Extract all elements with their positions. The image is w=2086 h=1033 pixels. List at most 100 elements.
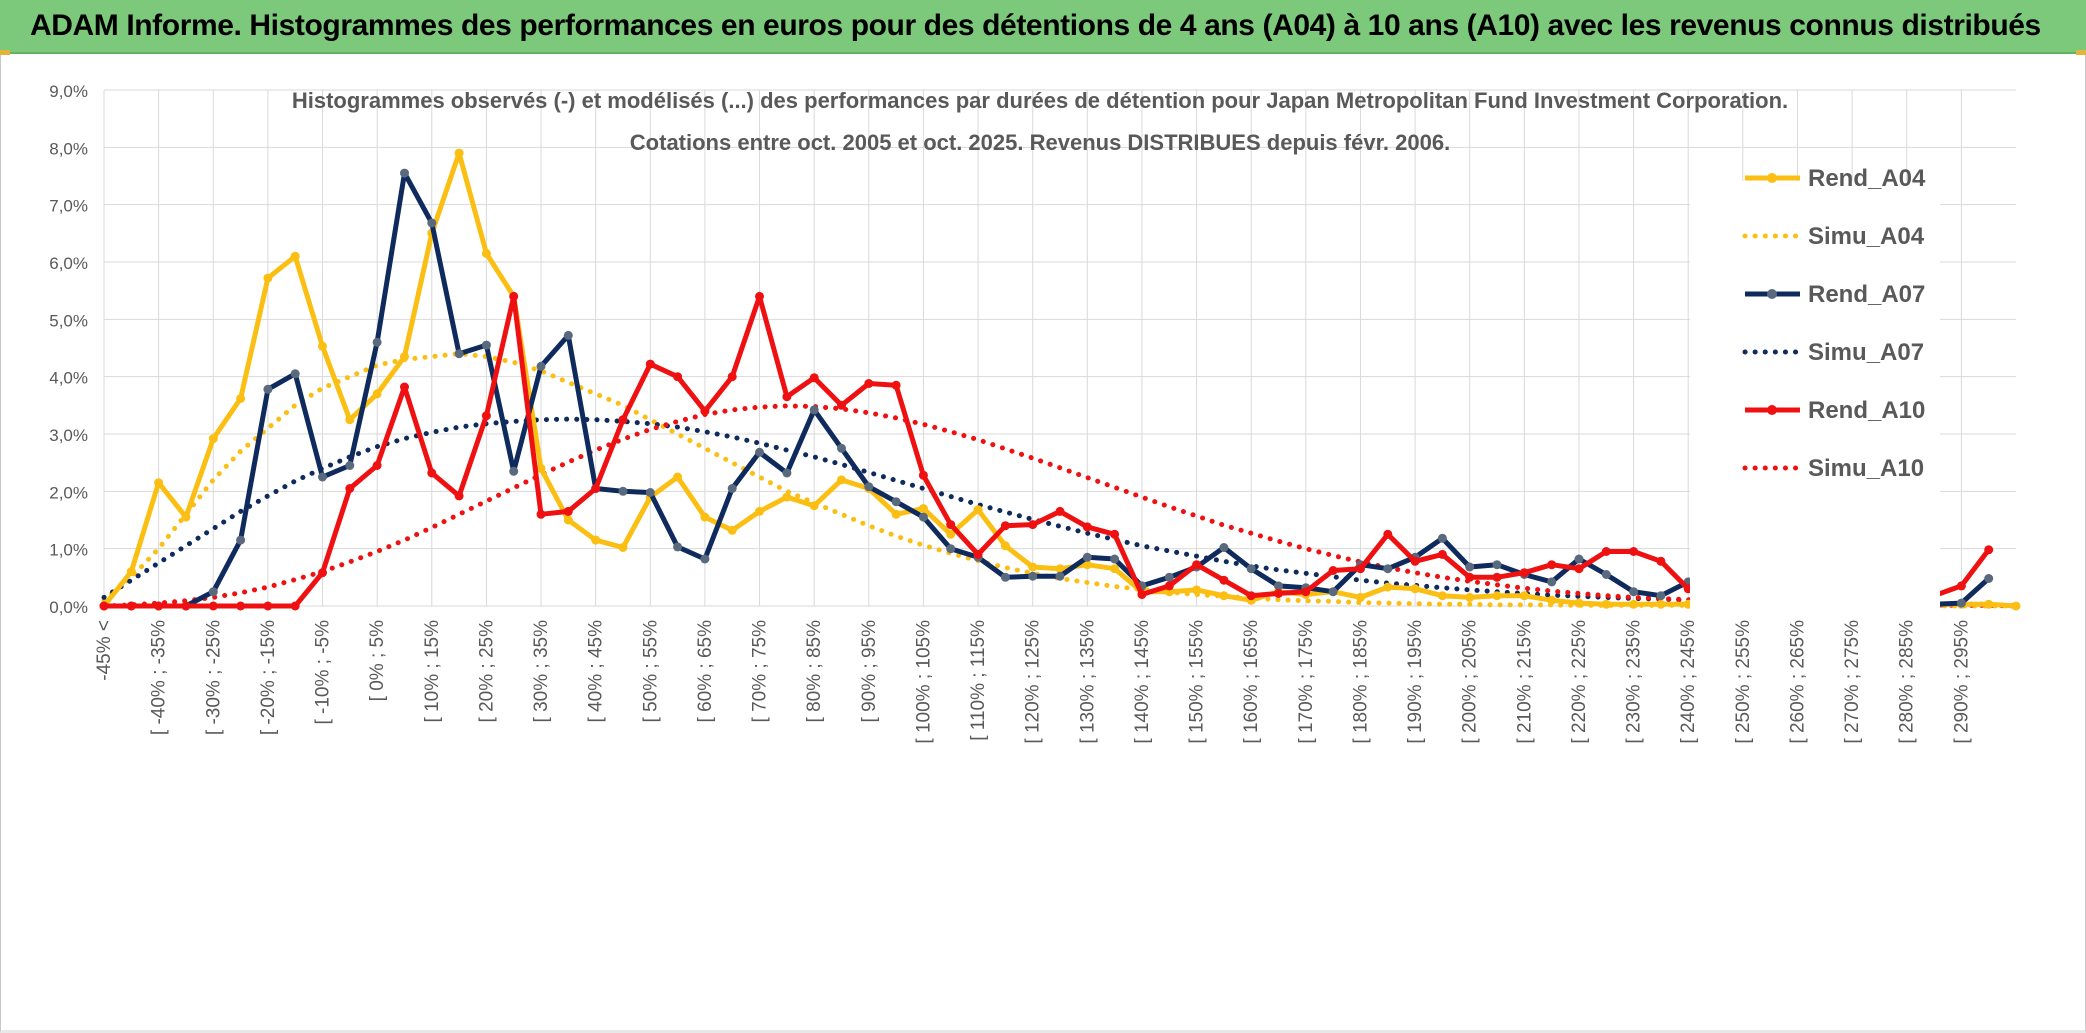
y-tick-label: 5,0% xyxy=(49,311,88,330)
chart-title-line1: Histogrammes observés (-) et modélisés (… xyxy=(292,88,1788,113)
data-point-rend-a10 xyxy=(1465,572,1475,582)
x-tick-label: [ 90% ; 95% xyxy=(859,620,880,723)
data-point-rend-a10 xyxy=(645,359,655,369)
data-point-rend-a04 xyxy=(727,525,737,535)
data-point-rend-a04 xyxy=(126,567,136,577)
y-tick-label: 3,0% xyxy=(49,426,88,445)
x-tick-label: [ 150% ; 155% xyxy=(1187,620,1208,744)
data-point-rend-a07 xyxy=(263,384,273,394)
data-point-rend-a07 xyxy=(1028,571,1038,581)
data-point-rend-a07 xyxy=(481,340,491,350)
data-point-rend-a10 xyxy=(946,520,956,530)
data-point-rend-a04 xyxy=(236,394,246,403)
data-point-rend-a07 xyxy=(918,512,928,522)
x-tick-label: [ 120% ; 125% xyxy=(1023,620,1044,744)
data-point-rend-a04 xyxy=(1601,599,1611,609)
x-tick-label: [ 100% ; 105% xyxy=(913,620,934,744)
x-tick-label: [ -30% ; -25% xyxy=(203,620,224,735)
x-tick-label: [ 110% ; 115% xyxy=(968,620,989,741)
data-point-rend-a07 xyxy=(1055,571,1065,581)
data-point-rend-a10 xyxy=(1328,566,1338,575)
data-point-rend-a07 xyxy=(1437,533,1447,543)
data-point-rend-a04 xyxy=(400,352,409,362)
x-tick-label: [ 140% ; 145% xyxy=(1132,620,1153,744)
data-point-rend-a07 xyxy=(700,554,710,564)
data-point-rend-a07 xyxy=(1219,543,1229,552)
y-tick-label: 0,0% xyxy=(49,598,88,617)
x-tick-label: [ 220% ; 225% xyxy=(1569,620,1590,744)
legend-label-rend-a07: Rend_A07 xyxy=(1808,281,1925,308)
data-point-rend-a04 xyxy=(1219,591,1229,601)
data-point-rend-a10 xyxy=(126,601,136,611)
data-point-rend-a10 xyxy=(673,372,683,382)
data-point-rend-a04 xyxy=(1465,592,1475,602)
x-tick-label: [ 130% ; 135% xyxy=(1077,620,1098,744)
y-tick-label: 6,0% xyxy=(49,254,88,273)
data-point-rend-a10 xyxy=(727,372,737,382)
x-tick-label: [ 170% ; 175% xyxy=(1296,620,1317,744)
data-point-rend-a04 xyxy=(700,512,710,522)
data-point-rend-a07 xyxy=(1956,598,1966,608)
series-line-rend-a07 xyxy=(104,170,1991,609)
data-point-rend-a10 xyxy=(1383,529,1393,539)
data-point-rend-a10 xyxy=(618,415,628,425)
data-point-rend-a07 xyxy=(1984,574,1994,583)
data-point-rend-a07 xyxy=(755,447,764,457)
data-point-rend-a04 xyxy=(181,512,191,522)
data-point-rend-a04 xyxy=(345,415,355,425)
data-point-rend-a07 xyxy=(618,486,628,496)
legend-label-simu-a07: Simu_A07 xyxy=(1808,339,1924,366)
data-point-rend-a04 xyxy=(372,389,382,399)
data-point-rend-a10 xyxy=(181,601,191,611)
data-point-rend-a07 xyxy=(645,488,655,497)
data-point-rend-a10 xyxy=(1547,560,1557,570)
data-point-rend-a07 xyxy=(563,330,573,340)
data-point-rend-a07 xyxy=(290,369,300,379)
data-point-rend-a07 xyxy=(1492,560,1502,570)
x-tick-label: [ 280% ; 285% xyxy=(1897,620,1918,744)
x-tick-label: [ 40% ; 45% xyxy=(586,620,607,723)
data-point-rend-a04 xyxy=(1410,584,1420,594)
data-point-rend-a07 xyxy=(427,218,437,228)
data-point-rend-a04 xyxy=(837,475,846,485)
data-point-rend-a10 xyxy=(1082,522,1092,532)
data-point-rend-a07 xyxy=(345,461,355,470)
data-point-rend-a04 xyxy=(1028,562,1038,572)
data-point-rend-a10 xyxy=(318,568,327,578)
data-point-rend-a04 xyxy=(973,505,983,515)
title-banner: ADAM Informe. Histogrammes des performan… xyxy=(0,0,2086,54)
data-point-rend-a10 xyxy=(1984,545,1994,555)
x-tick-label: [ 240% ; 245% xyxy=(1678,620,1699,744)
data-point-rend-a10 xyxy=(454,491,464,501)
x-tick-label: [ -10% ; -5% xyxy=(313,620,334,725)
data-point-rend-a04 xyxy=(290,251,300,261)
data-point-rend-a10 xyxy=(837,400,846,410)
data-point-rend-a10 xyxy=(1519,568,1529,578)
data-point-rend-a07 xyxy=(400,168,409,178)
legend-marker-rend-a07 xyxy=(1767,289,1777,299)
data-point-rend-a10 xyxy=(1274,588,1283,598)
data-point-rend-a04 xyxy=(809,501,819,511)
data-point-rend-a04 xyxy=(1574,598,1584,608)
data-point-rend-a10 xyxy=(1574,564,1584,574)
data-point-rend-a10 xyxy=(1219,575,1229,585)
data-point-rend-a07 xyxy=(509,466,519,476)
x-tick-label: [ 10% ; 15% xyxy=(422,620,443,723)
y-tick-label: 1,0% xyxy=(49,541,88,560)
corner-mark-left xyxy=(0,50,10,55)
data-point-rend-a07 xyxy=(864,482,874,492)
data-point-rend-a04 xyxy=(2011,601,2021,611)
data-point-rend-a10 xyxy=(509,291,519,301)
data-point-rend-a10 xyxy=(263,601,273,611)
x-tick-label: -45% < xyxy=(94,620,115,681)
data-point-rend-a10 xyxy=(536,509,546,519)
data-point-rend-a07 xyxy=(727,484,737,493)
legend-marker-rend-a04 xyxy=(1767,173,1777,183)
chart-title-line2: Cotations entre oct. 2005 et oct. 2025. … xyxy=(630,130,1450,155)
data-point-rend-a10 xyxy=(1164,581,1174,591)
corner-mark-right xyxy=(2076,50,2086,55)
data-point-rend-a10 xyxy=(809,373,819,383)
data-point-rend-a07 xyxy=(1274,581,1283,591)
data-point-rend-a04 xyxy=(918,504,928,513)
y-tick-label: 2,0% xyxy=(49,483,88,502)
